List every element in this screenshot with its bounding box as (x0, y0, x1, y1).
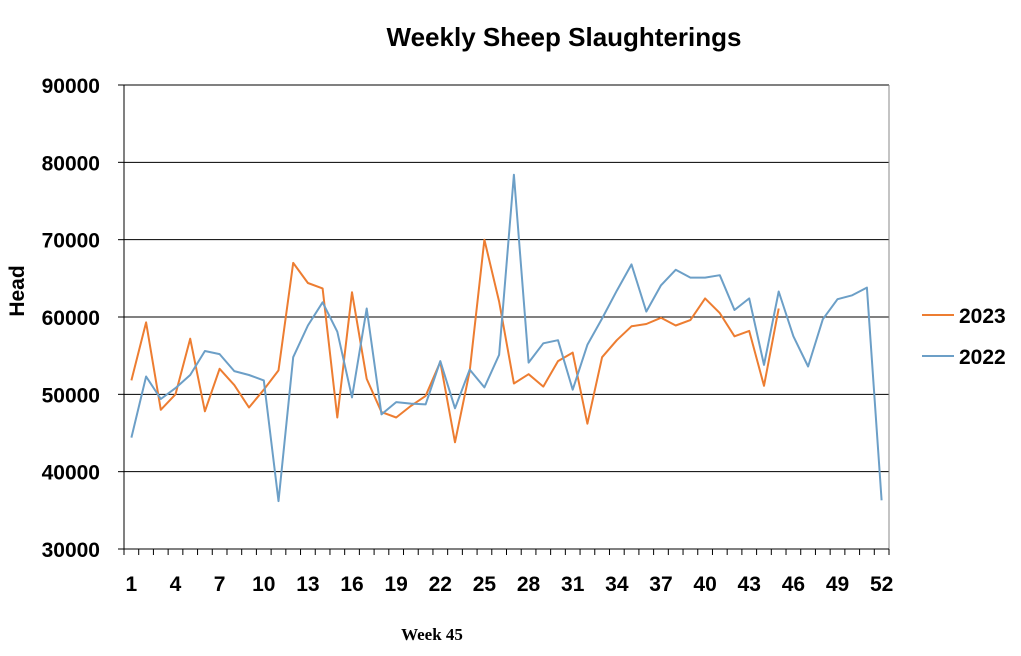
axes (118, 84, 890, 555)
y-tick-label: 80000 (42, 152, 100, 175)
legend-label-2022: 2022 (959, 346, 1006, 369)
y-tick-label: 50000 (42, 384, 100, 407)
legend-label-2023: 2023 (959, 305, 1006, 328)
series-line-2022 (130, 173, 883, 503)
y-axis-label: Head (6, 265, 29, 316)
chart-title: Weekly Sheep Slaughterings (387, 22, 742, 52)
x-tick-label: 43 (738, 573, 761, 596)
series-line-2023 (130, 238, 780, 444)
x-tick-label: 7 (214, 573, 226, 596)
y-tick-labels: 30000 40000 50000 60000 70000 80000 90000 (42, 75, 100, 562)
x-tick-label: 46 (782, 573, 805, 596)
legend: 2023 2022 (922, 305, 1006, 369)
gridlines (124, 84, 889, 473)
x-tick-label: 31 (561, 573, 585, 596)
x-tick-label: 19 (384, 573, 407, 596)
x-tick-label: 10 (252, 573, 275, 596)
y-tick-label: 60000 (42, 307, 100, 330)
x-tick-label: 4 (170, 573, 182, 596)
x-tick-label: 28 (517, 573, 541, 596)
x-tick-label: 25 (473, 573, 497, 596)
x-tick-label: 13 (296, 573, 319, 596)
x-tick-label: 37 (649, 573, 672, 596)
x-tick-label: 34 (605, 573, 629, 596)
x-tick-label: 52 (870, 573, 893, 596)
footer-week-label: Week 45 (401, 625, 463, 644)
x-tick-label: 16 (340, 573, 363, 596)
x-tick-label: 40 (693, 573, 716, 596)
y-tick-label: 70000 (42, 230, 100, 253)
y-tick-label: 90000 (42, 75, 100, 98)
series-lines (130, 173, 883, 503)
y-tick-label: 30000 (42, 539, 100, 562)
x-tick-labels: 1 4 7 10 13 16 19 22 25 28 31 34 37 40 43 46 49 52 (126, 573, 894, 596)
x-tick-label: 22 (429, 573, 452, 596)
x-tick-label: 1 (126, 573, 138, 596)
x-tick-label: 49 (826, 573, 849, 596)
y-tick-label: 40000 (42, 462, 100, 485)
